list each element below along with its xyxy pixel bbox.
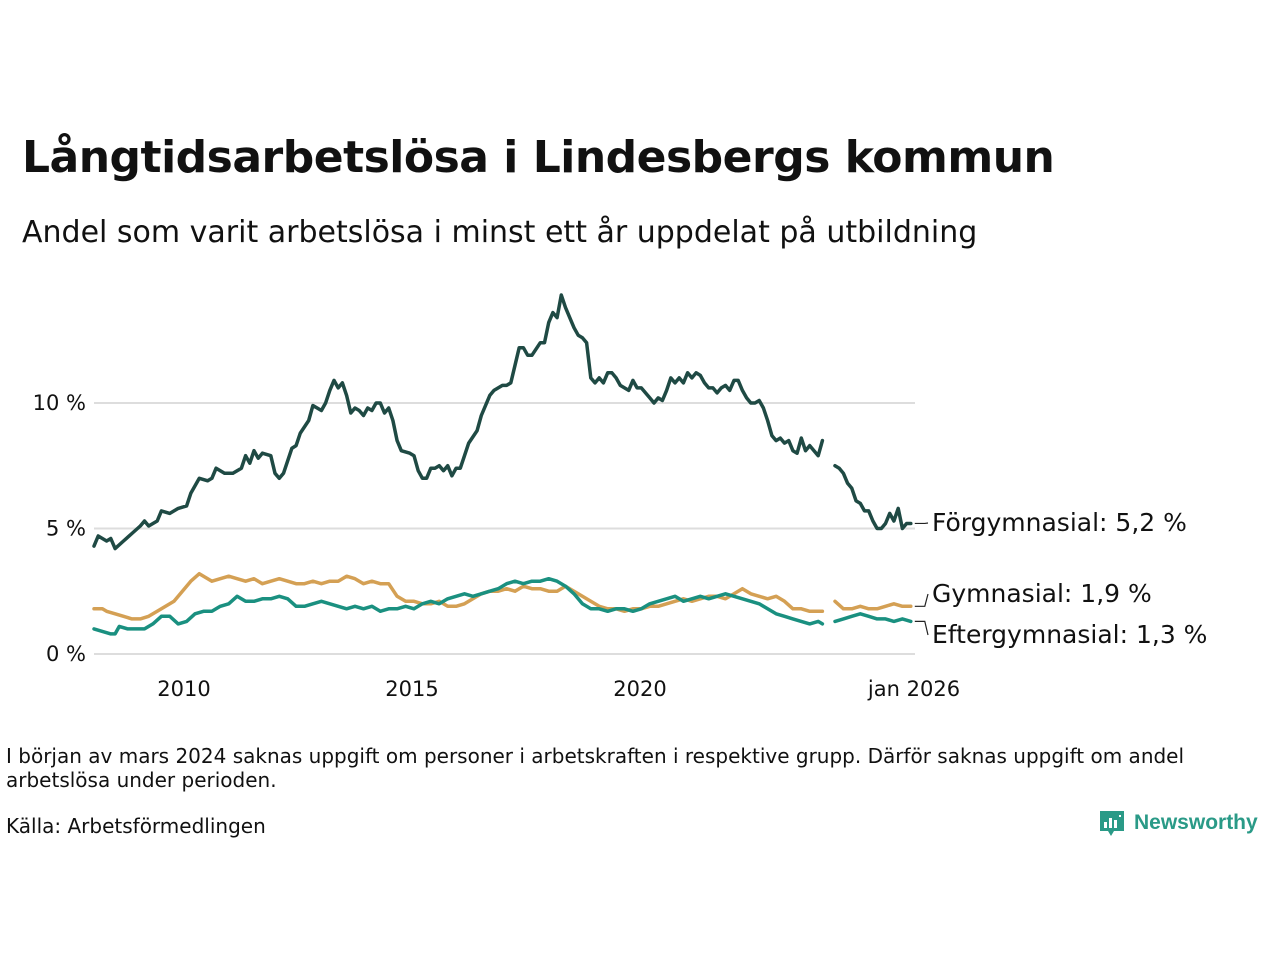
- leader-line-gymnasial: [914, 593, 929, 607]
- series-line-eftergymnasial: [92, 576, 825, 636]
- end-label-eftergymnasial: Eftergymnasial: 1,3 %: [932, 620, 1207, 649]
- brand-logo: Newsworthy: [1098, 808, 1258, 838]
- y-tick-label: 0 %: [46, 642, 86, 666]
- leader-line-eftergymnasial: [914, 620, 929, 636]
- y-tick-label: 10 %: [33, 391, 86, 415]
- brand-name: Newsworthy: [1134, 811, 1258, 834]
- chart-title: Långtidsarbetslösa i Lindesbergs kommun: [22, 132, 1055, 183]
- x-tick-label: jan 2026: [867, 677, 960, 701]
- series-line-eftergymnasial: [833, 612, 913, 624]
- line-chart: 0 % 5 % 10 % 2010 2015 2020 jan 2026 Förgymnas…: [33, 293, 1207, 701]
- end-label-gymnasial: Gymnasial: 1,9 %: [932, 579, 1152, 608]
- y-tick-label: 5 %: [46, 516, 86, 540]
- series-lines: [92, 293, 913, 636]
- source-note: Källa: Arbetsförmedlingen: [6, 814, 266, 838]
- series-line-forgymnasial: [833, 463, 913, 531]
- x-tick-label: 2010: [157, 677, 210, 701]
- axis-labels: 0 % 5 % 10 % 2010 2015 2020 jan 2026: [33, 391, 960, 701]
- end-label-forgymnasial: Förgymnasial: 5,2 %: [932, 508, 1187, 537]
- gridlines: [94, 401, 915, 655]
- series-line-gymnasial: [833, 599, 913, 611]
- chart-subtitle: Andel som varit arbetslösa i minst ett å…: [22, 215, 978, 250]
- newsworthy-icon: [1100, 811, 1124, 836]
- x-tick-label: 2015: [385, 677, 438, 701]
- end-labels: Förgymnasial: 5,2 % Gymnasial: 1,9 % Efter…: [914, 508, 1207, 649]
- series-line-forgymnasial: [92, 293, 825, 551]
- x-tick-label: 2020: [613, 677, 666, 701]
- footnote: I början av mars 2024 saknas uppgift om …: [6, 744, 1185, 792]
